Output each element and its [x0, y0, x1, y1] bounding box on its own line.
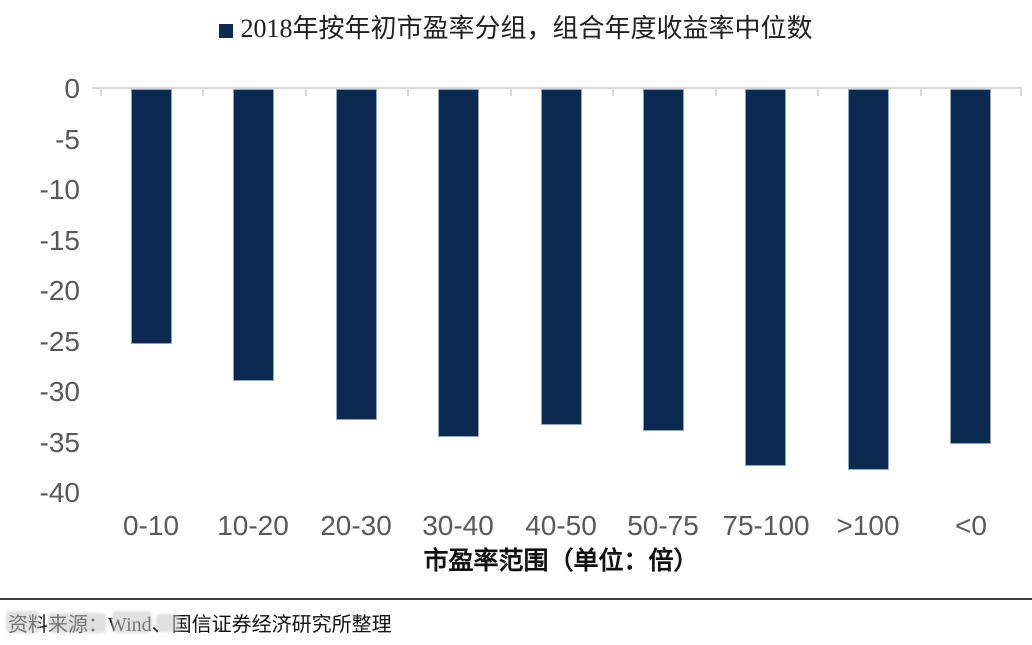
- x-tick-label: 10-20: [217, 510, 289, 541]
- chart-title: 2018年按年初市盈率分组，组合年度收益率中位数: [240, 14, 813, 43]
- x-tick-label: <0: [955, 510, 987, 541]
- x-tick-label: 20-30: [320, 510, 392, 541]
- bar->100: [848, 89, 889, 470]
- bar-<0: [950, 89, 991, 444]
- y-tick-label: -10: [39, 174, 80, 205]
- plot-area: [92, 87, 1022, 493]
- x-axis-line: [92, 87, 1022, 89]
- y-tick-label: -35: [39, 427, 80, 458]
- axis-tick-mark: [817, 89, 819, 96]
- y-tick-label: -5: [55, 124, 80, 155]
- x-axis-title: 市盈率范围（单位：倍）: [423, 548, 699, 575]
- axis-tick-mark: [920, 89, 922, 96]
- axis-tick-mark: [510, 89, 512, 96]
- y-tick-label: 0: [64, 73, 80, 104]
- bar-20-30: [336, 89, 377, 420]
- axis-tick-mark: [1020, 89, 1022, 96]
- bar-30-40: [438, 89, 479, 437]
- y-tick-label: -25: [39, 326, 80, 357]
- bar-50-75: [643, 89, 684, 431]
- chart-title-row: 2018年按年初市盈率分组，组合年度收益率中位数: [0, 12, 1032, 46]
- axis-tick-mark: [715, 89, 717, 96]
- y-tick-label: -40: [39, 477, 80, 508]
- x-tick-label: 0-10: [122, 510, 180, 541]
- bar-40-50: [541, 89, 582, 425]
- bar-10-20: [233, 89, 274, 381]
- x-tick-label: 75-100: [722, 510, 810, 541]
- axis-tick-mark: [100, 89, 102, 96]
- y-tick-label: -20: [39, 275, 80, 306]
- footer-divider: [0, 598, 1032, 600]
- bar-75-100: [745, 89, 786, 466]
- source-note: 资料来源：Wind、国信证券经济研究所整理: [8, 614, 392, 636]
- legend-marker-icon: [219, 24, 234, 38]
- axis-tick-mark: [202, 89, 204, 96]
- x-tick-label: 30-40: [422, 510, 494, 541]
- x-tick-label: 40-50: [525, 510, 597, 541]
- axis-tick-mark: [612, 89, 614, 96]
- y-tick-label: -30: [39, 376, 80, 407]
- axis-tick-mark: [305, 89, 307, 96]
- bar-0-10: [131, 89, 172, 344]
- axis-tick-mark: [407, 89, 409, 96]
- x-tick-label: >100: [836, 510, 900, 541]
- y-tick-label: -15: [39, 225, 80, 256]
- x-tick-label: 50-75: [627, 510, 699, 541]
